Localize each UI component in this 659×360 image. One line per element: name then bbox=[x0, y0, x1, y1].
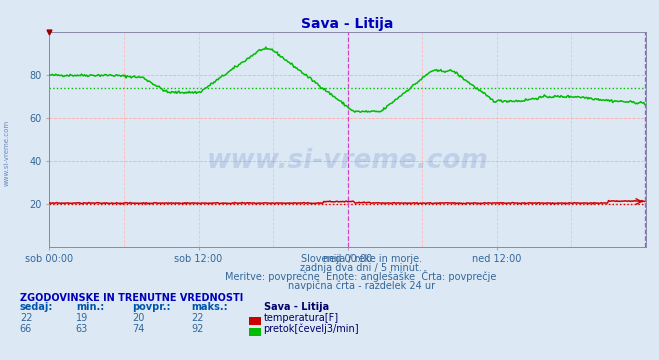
Text: 22: 22 bbox=[20, 313, 32, 323]
Text: 92: 92 bbox=[191, 324, 204, 334]
Text: Slovenija / reke in morje.: Slovenija / reke in morje. bbox=[301, 254, 422, 264]
Text: pretok[čevelj3/min]: pretok[čevelj3/min] bbox=[264, 323, 359, 334]
Text: 74: 74 bbox=[132, 324, 144, 334]
Text: 20: 20 bbox=[132, 313, 144, 323]
Text: Sava - Litija: Sava - Litija bbox=[264, 302, 329, 312]
Text: povpr.:: povpr.: bbox=[132, 302, 170, 312]
Text: 63: 63 bbox=[76, 324, 88, 334]
Text: 66: 66 bbox=[20, 324, 32, 334]
Text: temperatura[F]: temperatura[F] bbox=[264, 313, 339, 323]
Text: 22: 22 bbox=[191, 313, 204, 323]
Text: sedaj:: sedaj: bbox=[20, 302, 53, 312]
Text: maks.:: maks.: bbox=[191, 302, 228, 312]
Text: min.:: min.: bbox=[76, 302, 104, 312]
Title: Sava - Litija: Sava - Litija bbox=[301, 17, 394, 31]
Text: zadnja dva dni / 5 minut.: zadnja dva dni / 5 minut. bbox=[301, 263, 422, 273]
Text: Meritve: povprečne  Enote: anglešaške  Črta: povprečje: Meritve: povprečne Enote: anglešaške Črt… bbox=[225, 270, 497, 282]
Text: navpična črta - razdelek 24 ur: navpična črta - razdelek 24 ur bbox=[287, 280, 435, 291]
Text: ZGODOVINSKE IN TRENUTNE VREDNOSTI: ZGODOVINSKE IN TRENUTNE VREDNOSTI bbox=[20, 293, 243, 303]
Text: www.si-vreme.com: www.si-vreme.com bbox=[3, 120, 10, 186]
Text: www.si-vreme.com: www.si-vreme.com bbox=[207, 148, 488, 174]
Text: 19: 19 bbox=[76, 313, 88, 323]
